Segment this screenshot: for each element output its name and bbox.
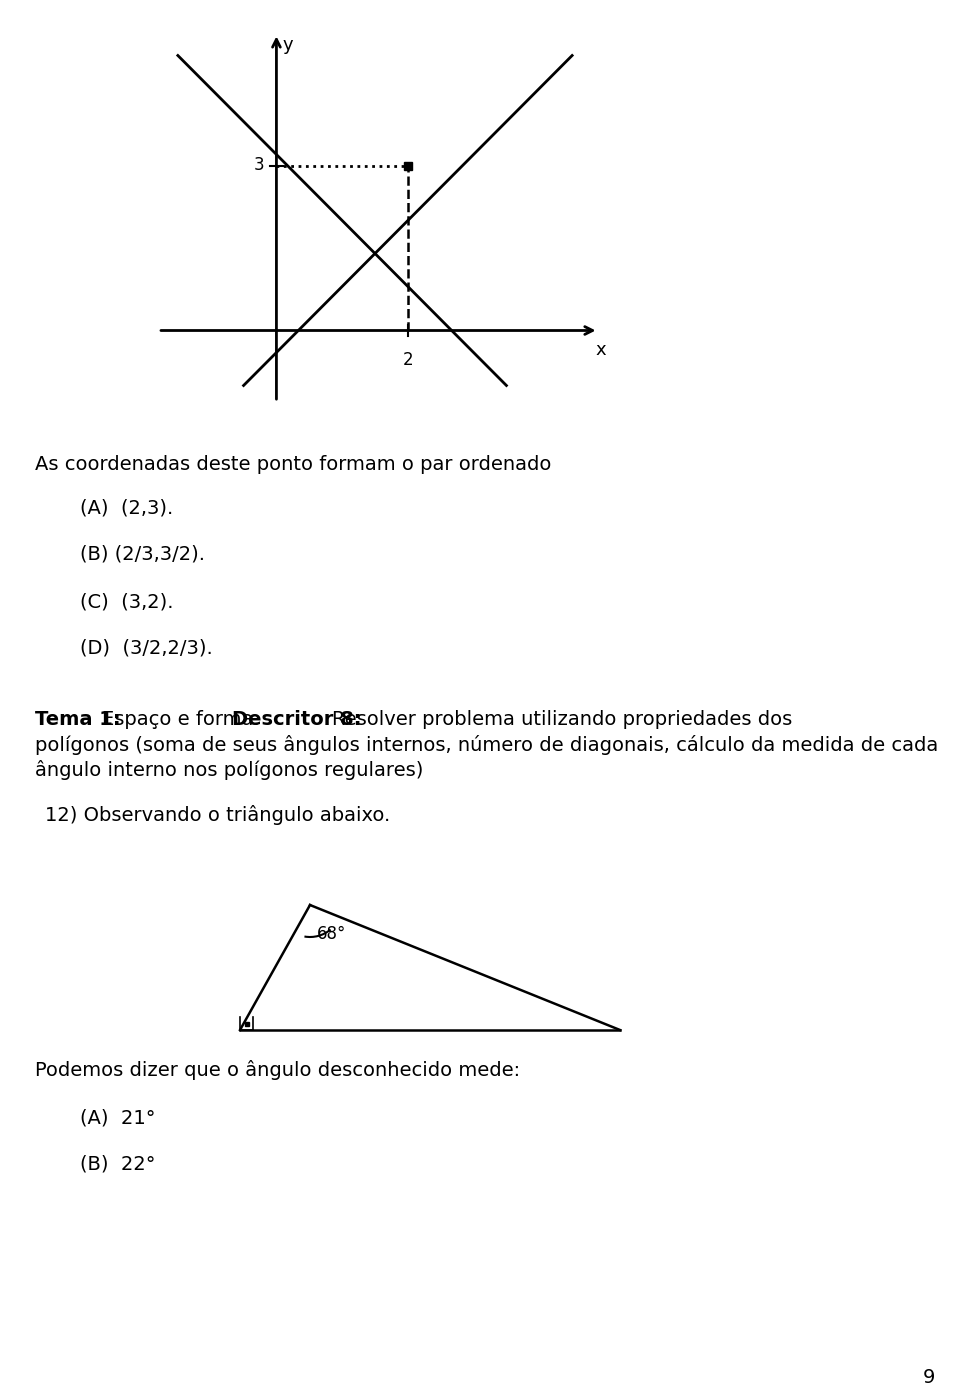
Text: polígonos (soma de seus ângulos internos, número de diagonais, cálculo da medida: polígonos (soma de seus ângulos internos…: [35, 736, 938, 755]
Text: (B)  22°: (B) 22°: [80, 1155, 156, 1174]
Text: (A)  21°: (A) 21°: [80, 1107, 156, 1127]
Text: x: x: [595, 341, 606, 359]
Text: (A)  (2,3).: (A) (2,3).: [80, 499, 173, 517]
Text: 12) Observando o triângulo abaixo.: 12) Observando o triângulo abaixo.: [45, 805, 391, 825]
Text: 9: 9: [923, 1368, 935, 1387]
Text: 2: 2: [402, 351, 413, 369]
Text: ângulo interno nos polígonos regulares): ângulo interno nos polígonos regulares): [35, 761, 423, 780]
Text: As coordenadas deste ponto formam o par ordenado: As coordenadas deste ponto formam o par …: [35, 456, 551, 474]
Text: 68°: 68°: [317, 925, 347, 943]
Text: Tema 1:: Tema 1:: [35, 710, 121, 729]
Text: (C)  (3,2).: (C) (3,2).: [80, 592, 174, 612]
Text: 3: 3: [254, 156, 265, 174]
Text: Podemos dizer que o ângulo desconhecido mede:: Podemos dizer que o ângulo desconhecido …: [35, 1060, 520, 1080]
Text: Resolver problema utilizando propriedades dos: Resolver problema utilizando propriedade…: [332, 710, 792, 729]
Text: (D)  (3/2,2/3).: (D) (3/2,2/3).: [80, 639, 213, 657]
Text: y: y: [283, 36, 294, 54]
Text: Descritor 8:: Descritor 8:: [232, 710, 362, 729]
Text: Espaço e forma.: Espaço e forma.: [102, 710, 259, 729]
Text: (B) (2/3,3/2).: (B) (2/3,3/2).: [80, 545, 205, 564]
